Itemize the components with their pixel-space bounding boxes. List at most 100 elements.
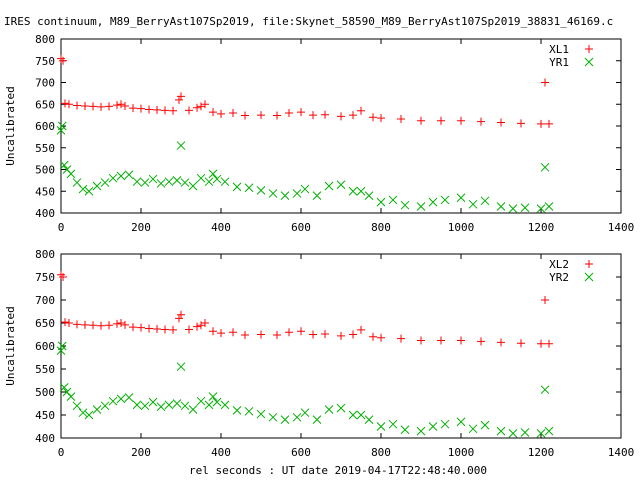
- XL2-point: [357, 325, 365, 334]
- YR1-point: [388, 195, 398, 205]
- XL1-point: [357, 106, 365, 115]
- XL2-point: [437, 336, 445, 345]
- YR1-point: [480, 196, 490, 206]
- XL2-point: [97, 321, 105, 330]
- x-tick-label: 800: [371, 221, 391, 234]
- XL1-point: [89, 102, 97, 111]
- YR2-point: [336, 403, 346, 413]
- XL1-point: [57, 54, 65, 63]
- YR2-point: [57, 341, 67, 351]
- series-YR2: [56, 341, 554, 438]
- YR2-point: [356, 410, 366, 420]
- YR2-point: [364, 415, 374, 424]
- y-tick-label: 550: [35, 363, 55, 376]
- YR1-point: [540, 162, 550, 172]
- XL1-point: [273, 111, 281, 120]
- YR1-point: [400, 200, 410, 210]
- y-tick-label: 650: [35, 98, 55, 111]
- YR1-point: [376, 197, 386, 207]
- YR2-point: [220, 400, 230, 410]
- YR2-point: [312, 415, 322, 424]
- legend-marker: [585, 260, 593, 268]
- YR2-point: [124, 393, 134, 402]
- YR2-point: [140, 401, 150, 411]
- YR2-point: [280, 415, 290, 424]
- YR1-point: [66, 169, 76, 179]
- XL2-point: [73, 320, 81, 329]
- YR2-point: [520, 428, 530, 437]
- YR2-point: [416, 426, 426, 436]
- YR2-point: [292, 412, 302, 422]
- XL2-point: [121, 320, 129, 329]
- XL2-point: [61, 318, 69, 327]
- legend-label: YR1: [549, 56, 569, 69]
- YR2-point: [172, 399, 182, 408]
- YR2-point: [78, 408, 88, 418]
- legend-marker: [584, 272, 594, 282]
- XL1-point: [197, 102, 205, 111]
- x-tick-label: 600: [291, 446, 311, 459]
- XL1-point: [185, 106, 193, 115]
- XL1-point: [117, 100, 125, 109]
- XL1-point: [81, 101, 89, 110]
- YR1-point: [124, 170, 134, 180]
- XL1-point: [417, 116, 425, 125]
- XL2-point: [457, 336, 465, 345]
- YR1-point: [57, 121, 67, 131]
- y-tick-label: 400: [35, 432, 55, 445]
- XL2-point: [321, 330, 329, 339]
- YR2-point: [180, 401, 190, 411]
- YR1-point: [92, 181, 102, 191]
- YR1-point: [140, 178, 150, 187]
- x-tick-label: 600: [291, 221, 311, 234]
- XL2-point: [417, 336, 425, 345]
- YR1-point: [468, 199, 478, 209]
- YR2-point: [496, 426, 506, 436]
- series-XL1: [57, 54, 553, 128]
- XL2-point: [81, 320, 89, 329]
- XL1-point: [285, 108, 293, 117]
- XL2-point: [273, 330, 281, 339]
- XL2-point: [177, 310, 185, 319]
- YR2-point: [256, 409, 266, 419]
- XL1-point: [309, 111, 317, 120]
- legend-label: YR2: [549, 271, 569, 284]
- YR2-point: [164, 400, 174, 410]
- XL2-point: [161, 325, 169, 334]
- XL2-point: [477, 337, 485, 346]
- XL1-point: [59, 56, 67, 65]
- XL2-point: [377, 333, 385, 342]
- XL2-point: [89, 321, 97, 330]
- YR2-point: [440, 419, 450, 429]
- y-tick-label: 750: [35, 271, 55, 284]
- XL1-point: [397, 115, 405, 124]
- XL2-point: [153, 324, 161, 333]
- YR1-point: [324, 181, 334, 191]
- XL1-point: [257, 111, 265, 120]
- YR2-point: [232, 406, 242, 415]
- x-tick-label: 1000: [448, 221, 475, 234]
- XL2-point: [137, 323, 145, 332]
- y-tick-label: 700: [35, 77, 55, 90]
- YR1-point: [496, 202, 506, 211]
- plot-frame-1: [60, 38, 622, 214]
- YR1-point: [456, 193, 466, 203]
- YR2-point: [324, 405, 334, 414]
- XL1-point: [121, 101, 129, 110]
- YR2-point: [84, 410, 94, 420]
- YR1-point: [208, 169, 218, 179]
- XL2-point: [185, 325, 193, 334]
- YR2-point: [66, 392, 76, 401]
- x-tick-label: 1400: [608, 446, 635, 459]
- legend-label: XL2: [549, 258, 569, 271]
- YR1-point: [212, 174, 222, 184]
- XL1-point: [209, 108, 217, 117]
- YR2-point: [176, 362, 186, 372]
- YR1-point: [544, 202, 554, 211]
- YR2-point: [456, 417, 466, 427]
- XL1-point: [137, 104, 145, 113]
- YR2-point: [400, 425, 410, 435]
- y-tick-label: 650: [35, 317, 55, 330]
- y-tick-label: 450: [35, 185, 55, 198]
- chart-title: IRES continuum, M89_BerryAst107Sp2019, f…: [4, 15, 613, 28]
